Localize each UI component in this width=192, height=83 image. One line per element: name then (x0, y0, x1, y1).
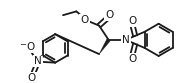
Text: O: O (128, 16, 137, 26)
Text: N: N (34, 56, 41, 66)
Polygon shape (99, 39, 110, 54)
Text: O: O (105, 10, 114, 20)
Text: −: − (19, 40, 26, 49)
Text: O: O (128, 54, 137, 64)
Text: O: O (80, 15, 89, 25)
Text: O: O (27, 73, 36, 83)
Text: O: O (26, 42, 35, 52)
Text: +: + (39, 51, 45, 60)
Text: N: N (122, 35, 130, 45)
